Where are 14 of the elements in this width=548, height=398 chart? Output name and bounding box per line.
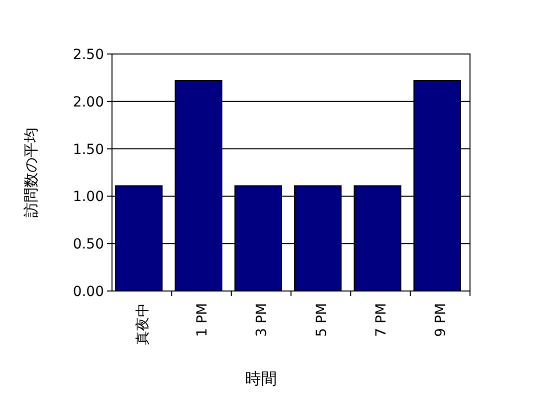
x-tick-label: 9 PM <box>433 303 450 337</box>
x-tick-label: 3 PM <box>254 303 270 337</box>
y-tick-label: 0.50 <box>72 236 104 253</box>
x-tick-label: 7 PM <box>374 303 390 337</box>
y-tick-label: 1.50 <box>72 142 104 158</box>
x-tick-label: 真夜中 <box>134 303 151 345</box>
x-axis-title: 時間 <box>245 369 277 388</box>
x-tick-label: 5 PM <box>314 303 330 337</box>
y-tick-label: 1.00 <box>72 189 104 206</box>
y-tick-label: 0.00 <box>72 284 104 300</box>
y-axis-title: 訪問数の平均 <box>22 128 40 218</box>
x-tick-label: 1 PM <box>194 303 210 337</box>
y-tick-label: 2.00 <box>72 94 104 110</box>
y-tick-label: 2.50 <box>72 47 104 63</box>
